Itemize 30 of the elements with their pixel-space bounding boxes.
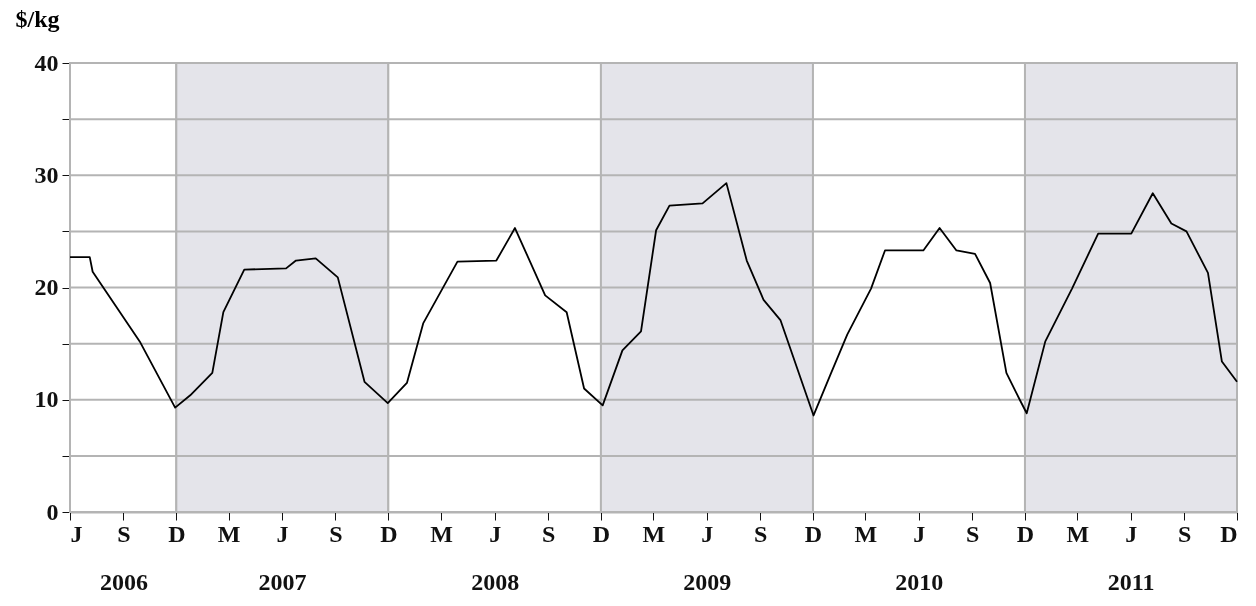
x-tick-label: J 2007 (258, 520, 307, 595)
y-tick-label: 30 (34, 161, 59, 188)
x-tick-label: D (1220, 520, 1238, 547)
x-tick-label: M (217, 520, 241, 547)
line-series (69, 182, 1238, 417)
x-tick-label: S (965, 520, 980, 547)
y-tick-label: 0 (46, 498, 59, 525)
x-tick-label: J 2010 (895, 520, 944, 595)
x-tick-label: S (753, 520, 768, 547)
y-axis-title: $/kg (15, 5, 60, 32)
x-tick-label: D (804, 520, 823, 547)
x-tick-label: M (642, 520, 666, 547)
x-tick-label: D (168, 520, 186, 547)
x-tick-label: J (70, 520, 83, 547)
x-tick-label: D (592, 520, 611, 547)
x-tick-label: J 2008 (471, 520, 520, 595)
x-tick-label: M (854, 520, 878, 547)
y-tick-label: 20 (34, 274, 59, 300)
x-tick-label: S 2006 (99, 520, 148, 595)
x-tick-label: S (1177, 520, 1192, 547)
x-tick-label: D (380, 520, 398, 547)
x-tick-label: S (329, 520, 343, 547)
x-tick-label: M (1066, 520, 1090, 547)
x-tick-label: S (541, 520, 556, 547)
x-tick-label: J 2009 (683, 520, 732, 595)
y-tick-label: 40 (34, 49, 59, 76)
x-tick-label: D (1016, 520, 1035, 547)
y-tick-label: 10 (34, 386, 59, 413)
x-tick-label: M (430, 520, 454, 547)
x-tick-label: J 2011 (1107, 520, 1155, 595)
